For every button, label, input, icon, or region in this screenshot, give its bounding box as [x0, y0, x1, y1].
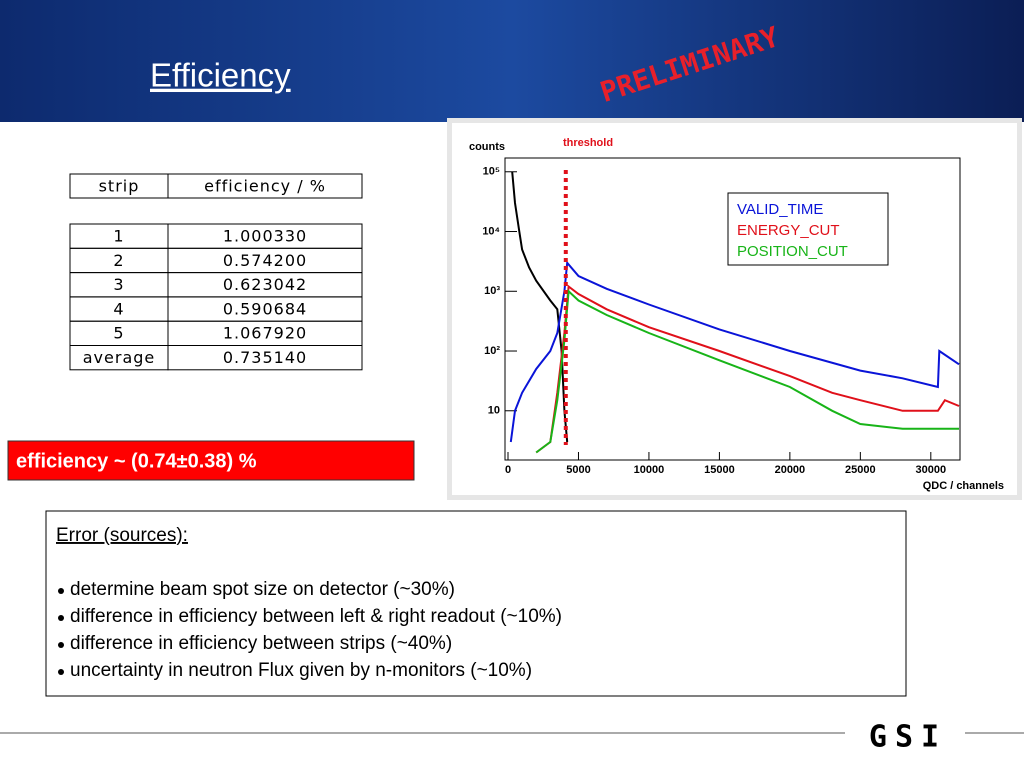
table-text: 4	[113, 299, 124, 318]
table-text: 2	[113, 251, 124, 270]
x-tick-label: 20000	[775, 464, 806, 476]
error-item: uncertainty in neutron Flux given by n-m…	[70, 660, 532, 681]
x-tick-label: 25000	[845, 464, 876, 476]
error-item: determine beam spot size on detector (~3…	[70, 579, 455, 600]
result-box	[7, 440, 415, 481]
table-text: 5	[113, 324, 124, 343]
legend-entry: POSITION_CUT	[737, 243, 848, 260]
slide-title: Efficiency	[150, 57, 291, 94]
x-tick-label: 30000	[916, 464, 947, 476]
bullet	[58, 642, 64, 648]
x-tick-label: 0	[505, 464, 511, 476]
error-box: Error (sources): determine beam spot siz…	[45, 510, 907, 697]
legend-entry: VALID_TIME	[737, 201, 823, 218]
table-text: 0.623042	[223, 275, 307, 294]
table-text: 1	[113, 227, 124, 246]
table-text: 1.000330	[223, 227, 307, 246]
y-tick-label: 10⁵	[483, 166, 500, 178]
plot: counts QDC / channels 0 5000 10000 15000 200…	[469, 137, 1004, 492]
x-axis-label: QDC / channels	[923, 480, 1004, 492]
error-title: Error (sources):	[56, 525, 188, 546]
series-line	[535, 289, 959, 454]
y-tick-label: 10	[488, 405, 500, 417]
table-header: strip	[99, 177, 140, 196]
table-text: average	[83, 348, 156, 367]
bullet	[58, 669, 64, 675]
y-tick-label: 10³	[484, 285, 500, 297]
table-text: 0.574200	[223, 251, 307, 270]
x-tick-label: 15000	[704, 464, 735, 476]
table-cell	[167, 345, 363, 371]
x-tick-label: 5000	[566, 464, 590, 476]
error-list: determine beam spot size on detector (~3…	[58, 579, 562, 681]
error-frame	[45, 510, 907, 697]
table-text: 3	[113, 275, 124, 294]
logo: GSI	[869, 720, 947, 755]
table: strip efficiency / % 1 1.000330 2 0.574200 3…	[69, 173, 363, 371]
y-tick-label: 10⁴	[482, 225, 500, 237]
series-line	[511, 171, 569, 443]
bullet	[58, 588, 64, 594]
table-text: 0.735140	[223, 348, 307, 367]
table-text: 1.067920	[223, 324, 307, 343]
x-tick-label: 10000	[634, 464, 665, 476]
legend	[727, 192, 889, 266]
header-banner	[0, 0, 1024, 122]
error-item: difference in efficiency between left & …	[70, 606, 562, 627]
series-line	[509, 260, 960, 443]
error-item: difference in efficiency between strips …	[70, 633, 452, 654]
annotation: threshold	[563, 137, 613, 149]
table-header: efficiency / %	[204, 177, 326, 196]
bullet	[58, 615, 64, 621]
plot-canvas	[452, 123, 1017, 495]
table-text: 0.590684	[223, 299, 307, 318]
plot-frame	[504, 157, 961, 461]
table-header-box	[69, 173, 363, 199]
result-text: efficiency ~ (0.74±0.38) %	[16, 450, 257, 472]
y-tick-label: 10²	[484, 345, 500, 357]
y-axis-label: counts	[469, 141, 505, 153]
legend-entry: ENERGY_CUT	[737, 222, 840, 239]
